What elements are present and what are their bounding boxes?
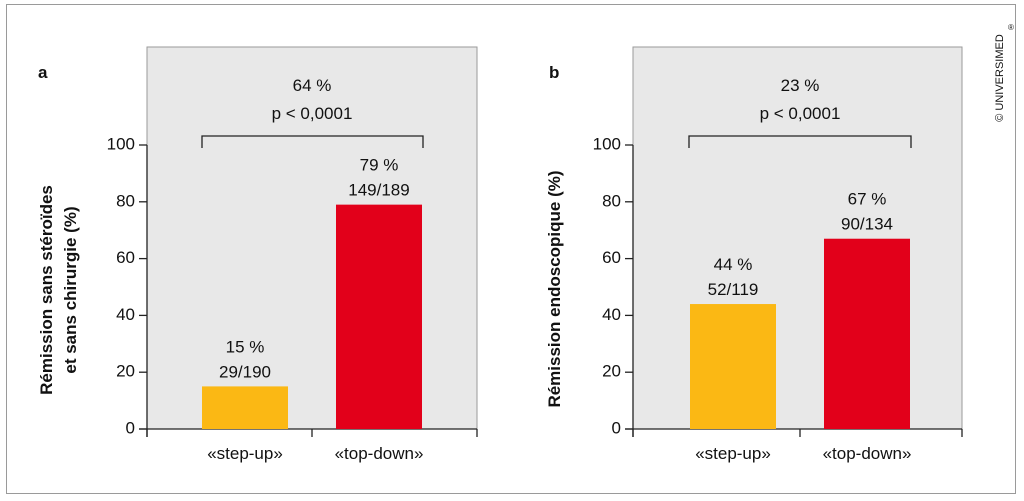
panel-a-y-tick-label-80: 80 bbox=[116, 191, 135, 210]
panel-b-y-tick-label-100: 100 bbox=[593, 134, 621, 153]
panel-a-y-tick-label-0: 0 bbox=[126, 418, 135, 437]
panel-b-bar-1-frac-label: 90/134 bbox=[841, 215, 893, 234]
panel-a-y-tick-label-60: 60 bbox=[116, 248, 135, 267]
panel-b-bar-1 bbox=[824, 238, 910, 429]
panel-a-bracket-difference: 64 % bbox=[293, 76, 332, 95]
panel-b-y-tick-label-40: 40 bbox=[602, 305, 621, 324]
panel-a-category-label-1: «top-down» bbox=[335, 444, 424, 463]
panel-b-bracket-difference: 23 % bbox=[781, 76, 820, 95]
panel-b-bar-0-frac-label: 52/119 bbox=[708, 280, 759, 299]
panel-b-letter: b bbox=[549, 63, 559, 82]
panel-a-bar-1-frac-label: 149/189 bbox=[348, 181, 409, 200]
panel-a-bracket-pvalue: p < 0,0001 bbox=[272, 104, 353, 123]
panel-a-bar-0 bbox=[202, 386, 288, 429]
panel-b-ylabel: Rémission endoscopique (%) bbox=[545, 170, 564, 407]
panel-b-y-tick-label-0: 0 bbox=[612, 418, 621, 437]
panel-a-category-label-0: «step-up» bbox=[207, 444, 283, 463]
panel-a-ylabel-line-1: Rémission sans stéroïdes bbox=[37, 185, 56, 395]
panel-b-y-tick-label-80: 80 bbox=[602, 191, 621, 210]
panel-a-y-tick-label-100: 100 bbox=[107, 134, 135, 153]
panel-b-category-label-1: «top-down» bbox=[823, 444, 912, 463]
panel-a-bar-1 bbox=[336, 204, 422, 429]
panel-a-bar-1-pct-label: 79 % bbox=[360, 156, 399, 175]
panel-a: a Rémission sans stéroïdes et sans chiru… bbox=[37, 46, 478, 463]
panel-b-bar-1-pct-label: 67 % bbox=[848, 190, 887, 209]
panel-b-bar-0-pct-label: 44 % bbox=[714, 255, 753, 274]
panel-a-letter: a bbox=[38, 63, 48, 82]
panel-b-ticks: 0 20 40 60 80 100 bbox=[593, 134, 633, 437]
panel-b-bracket-pvalue: p < 0,0001 bbox=[760, 104, 841, 123]
panel-b-category-label-0: «step-up» bbox=[695, 444, 771, 463]
panel-a-bar-0-pct-label: 15 % bbox=[226, 337, 265, 356]
panel-b-y-tick-label-20: 20 bbox=[602, 362, 621, 381]
panel-b-bar-0 bbox=[690, 304, 776, 429]
copyright-text: © UNIVERSIMED bbox=[994, 34, 1006, 122]
panel-a-comparison-bracket bbox=[201, 135, 424, 148]
panel-b-bars bbox=[690, 238, 910, 429]
registered-mark: ® bbox=[1008, 23, 1014, 32]
panel-a-ticks: 0 20 40 60 80 100 bbox=[107, 134, 147, 437]
figure-frame bbox=[6, 4, 1016, 494]
panel-a-ylabel-line-2: et sans chirurgie (%) bbox=[61, 206, 80, 373]
panel-a-bars bbox=[202, 204, 422, 429]
panel-b-y-tick-label-60: 60 bbox=[602, 248, 621, 267]
panel-a-y-tick-label-40: 40 bbox=[116, 305, 135, 324]
panel-b-comparison-bracket bbox=[688, 135, 912, 148]
panel-b: b Rémission endoscopique (%) 0 20 40 60 80 10… bbox=[545, 46, 963, 463]
panel-a-bar-0-frac-label: 29/190 bbox=[219, 362, 271, 381]
panel-a-y-tick-label-20: 20 bbox=[116, 362, 135, 381]
